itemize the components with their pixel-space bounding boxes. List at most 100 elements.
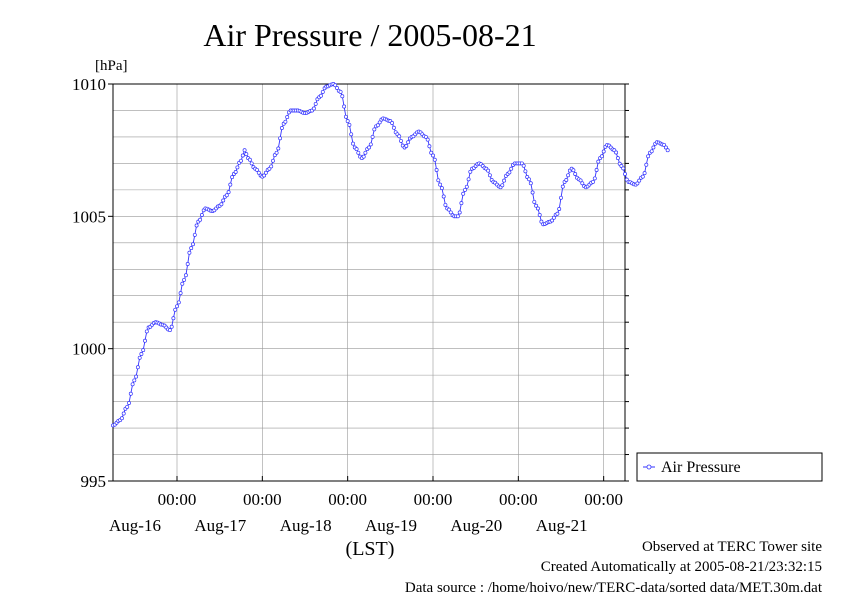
data-point <box>560 184 565 189</box>
data-point <box>319 93 323 98</box>
data-point <box>244 152 249 157</box>
x-axis: 00:00 Aug-16 00:00 Aug-17 00:00 Aug-18 00:00 Au… <box>109 476 623 535</box>
footer-data-source: Data source : /home/hoivo/new/TERC-data/… <box>405 580 823 595</box>
data-point <box>566 173 571 178</box>
x-tick-time-label: 00:00 <box>414 490 453 509</box>
data-point <box>269 164 274 169</box>
data-point <box>443 202 448 207</box>
data-point <box>144 329 149 334</box>
data-point <box>537 213 542 217</box>
data-point <box>457 210 462 215</box>
data-point <box>167 328 172 333</box>
data-point <box>461 191 466 196</box>
data-point <box>224 193 229 198</box>
data-point <box>274 150 279 155</box>
legend-box <box>636 452 823 482</box>
data-point <box>342 104 347 109</box>
data-point <box>176 300 181 305</box>
x-tick-time-label: 00:00 <box>328 490 367 509</box>
data-point <box>255 167 259 172</box>
data-point <box>335 86 339 90</box>
data-point <box>550 218 555 223</box>
chart-title: Air Pressure / 2005-08-21 <box>203 17 536 53</box>
data-point <box>313 101 318 106</box>
data-point <box>249 161 254 166</box>
data-point <box>311 106 316 111</box>
legend-marker <box>646 464 652 470</box>
data-point <box>363 150 368 155</box>
data-point <box>530 190 535 195</box>
data-point <box>354 147 359 152</box>
x-tick-date-label: Aug-16 <box>109 516 161 535</box>
data-point <box>235 165 240 170</box>
data-point <box>226 190 231 195</box>
data-point <box>592 176 597 181</box>
data-point <box>340 94 345 99</box>
data-point <box>239 158 243 163</box>
data-point <box>448 210 453 215</box>
data-point <box>338 89 343 94</box>
data-point <box>601 149 606 154</box>
data-point <box>455 214 460 219</box>
data-point <box>463 187 467 192</box>
data-point <box>557 207 562 211</box>
data-point <box>468 169 473 174</box>
x-tick-date-label: Aug-18 <box>280 516 332 535</box>
data-point <box>279 126 284 130</box>
data-point <box>397 134 402 139</box>
data-point <box>143 338 147 343</box>
data-point <box>502 178 507 183</box>
data-point <box>573 172 578 176</box>
data-point <box>623 172 627 176</box>
data-point <box>464 184 469 189</box>
data-point <box>596 159 601 164</box>
data-point <box>646 154 651 159</box>
data-point <box>591 179 595 184</box>
data-point <box>509 166 514 171</box>
data-point <box>125 404 130 409</box>
y-tick-label: 1010 <box>72 75 106 94</box>
data-point <box>637 178 642 183</box>
data-point <box>219 202 224 207</box>
data-point <box>171 316 176 321</box>
data-point <box>333 83 338 88</box>
data-point <box>128 391 133 396</box>
data-point <box>343 114 348 119</box>
x-tick-date-label: Aug-17 <box>194 516 246 535</box>
data-point <box>372 127 377 132</box>
data-point <box>256 170 261 175</box>
data-point <box>285 115 290 120</box>
data-point <box>351 141 355 146</box>
data-point <box>367 145 371 150</box>
data-point <box>182 277 187 282</box>
data-point <box>173 307 178 312</box>
data-point <box>665 148 670 153</box>
data-point <box>228 182 233 187</box>
data-point <box>132 378 137 383</box>
x-axis-label: (LST) <box>346 538 395 560</box>
data-point <box>432 157 437 162</box>
data-point <box>532 199 537 204</box>
data-point <box>614 150 619 155</box>
y-tick-label: 1005 <box>72 207 106 226</box>
data-point <box>535 206 540 211</box>
data-point <box>121 411 126 416</box>
y-axis: 995 1000 1005 1010 <box>72 75 629 491</box>
data-point <box>169 324 174 329</box>
data-point <box>187 250 192 255</box>
data-point <box>391 125 396 130</box>
data-point <box>283 119 288 124</box>
data-point <box>534 203 539 208</box>
data-point <box>189 246 194 251</box>
data-point <box>242 148 247 153</box>
data-point <box>551 215 556 220</box>
data-point <box>198 217 203 222</box>
x-tick-time-label: 00:00 <box>584 490 623 509</box>
data-point <box>644 162 649 167</box>
data-point <box>356 150 361 155</box>
footer-observed-site: Observed at TERC Tower site <box>642 539 822 555</box>
data-point <box>194 223 199 228</box>
x-tick-time-label: 00:00 <box>158 490 197 509</box>
data-point <box>349 132 354 137</box>
data-point <box>361 154 366 159</box>
